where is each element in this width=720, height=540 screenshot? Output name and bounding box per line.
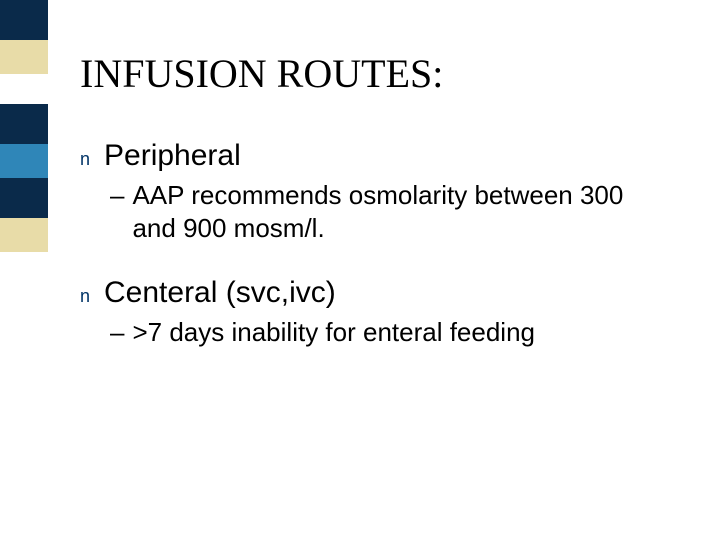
sub-bullet-text: >7 days inability for enteral feeding: [132, 316, 535, 349]
sidebar-block: [0, 292, 48, 540]
bullet-text: Peripheral: [104, 139, 241, 173]
bullet-marker: n: [80, 149, 90, 170]
bullet-item: n Peripheral –AAP recommends osmolarity be…: [80, 139, 680, 244]
sidebar-block: [0, 74, 48, 104]
sidebar-block: [0, 178, 48, 218]
decorative-sidebar: [0, 0, 48, 540]
sidebar-block: [0, 104, 48, 144]
slide-content: INFUSION ROUTES: nPeripheral–AAP recomme…: [80, 50, 680, 381]
sub-bullet-row: –>7 days inability for enteral feeding: [110, 316, 680, 349]
sub-bullet-marker: –: [110, 180, 124, 211]
sidebar-block: [0, 252, 48, 292]
bullet-row: n Centeral (svc,ivc): [80, 276, 680, 310]
slide-title: INFUSION ROUTES:: [80, 50, 680, 97]
sidebar-block: [0, 144, 48, 178]
bullet-list: nPeripheral–AAP recommends osmolarity be…: [80, 139, 680, 349]
sub-bullet-text: AAP recommends osmolarity between 300 an…: [132, 179, 670, 244]
sub-bullet-row: –AAP recommends osmolarity between 300 a…: [110, 179, 680, 244]
bullet-marker: n: [80, 286, 90, 307]
sidebar-block: [0, 40, 48, 74]
sidebar-block: [0, 0, 48, 40]
bullet-text: Centeral (svc,ivc): [104, 276, 336, 310]
sidebar-block: [0, 218, 48, 252]
bullet-row: n Peripheral: [80, 139, 680, 173]
bullet-item: n Centeral (svc,ivc) –>7 days inability fo…: [80, 276, 680, 349]
sub-bullet-marker: –: [110, 317, 124, 348]
